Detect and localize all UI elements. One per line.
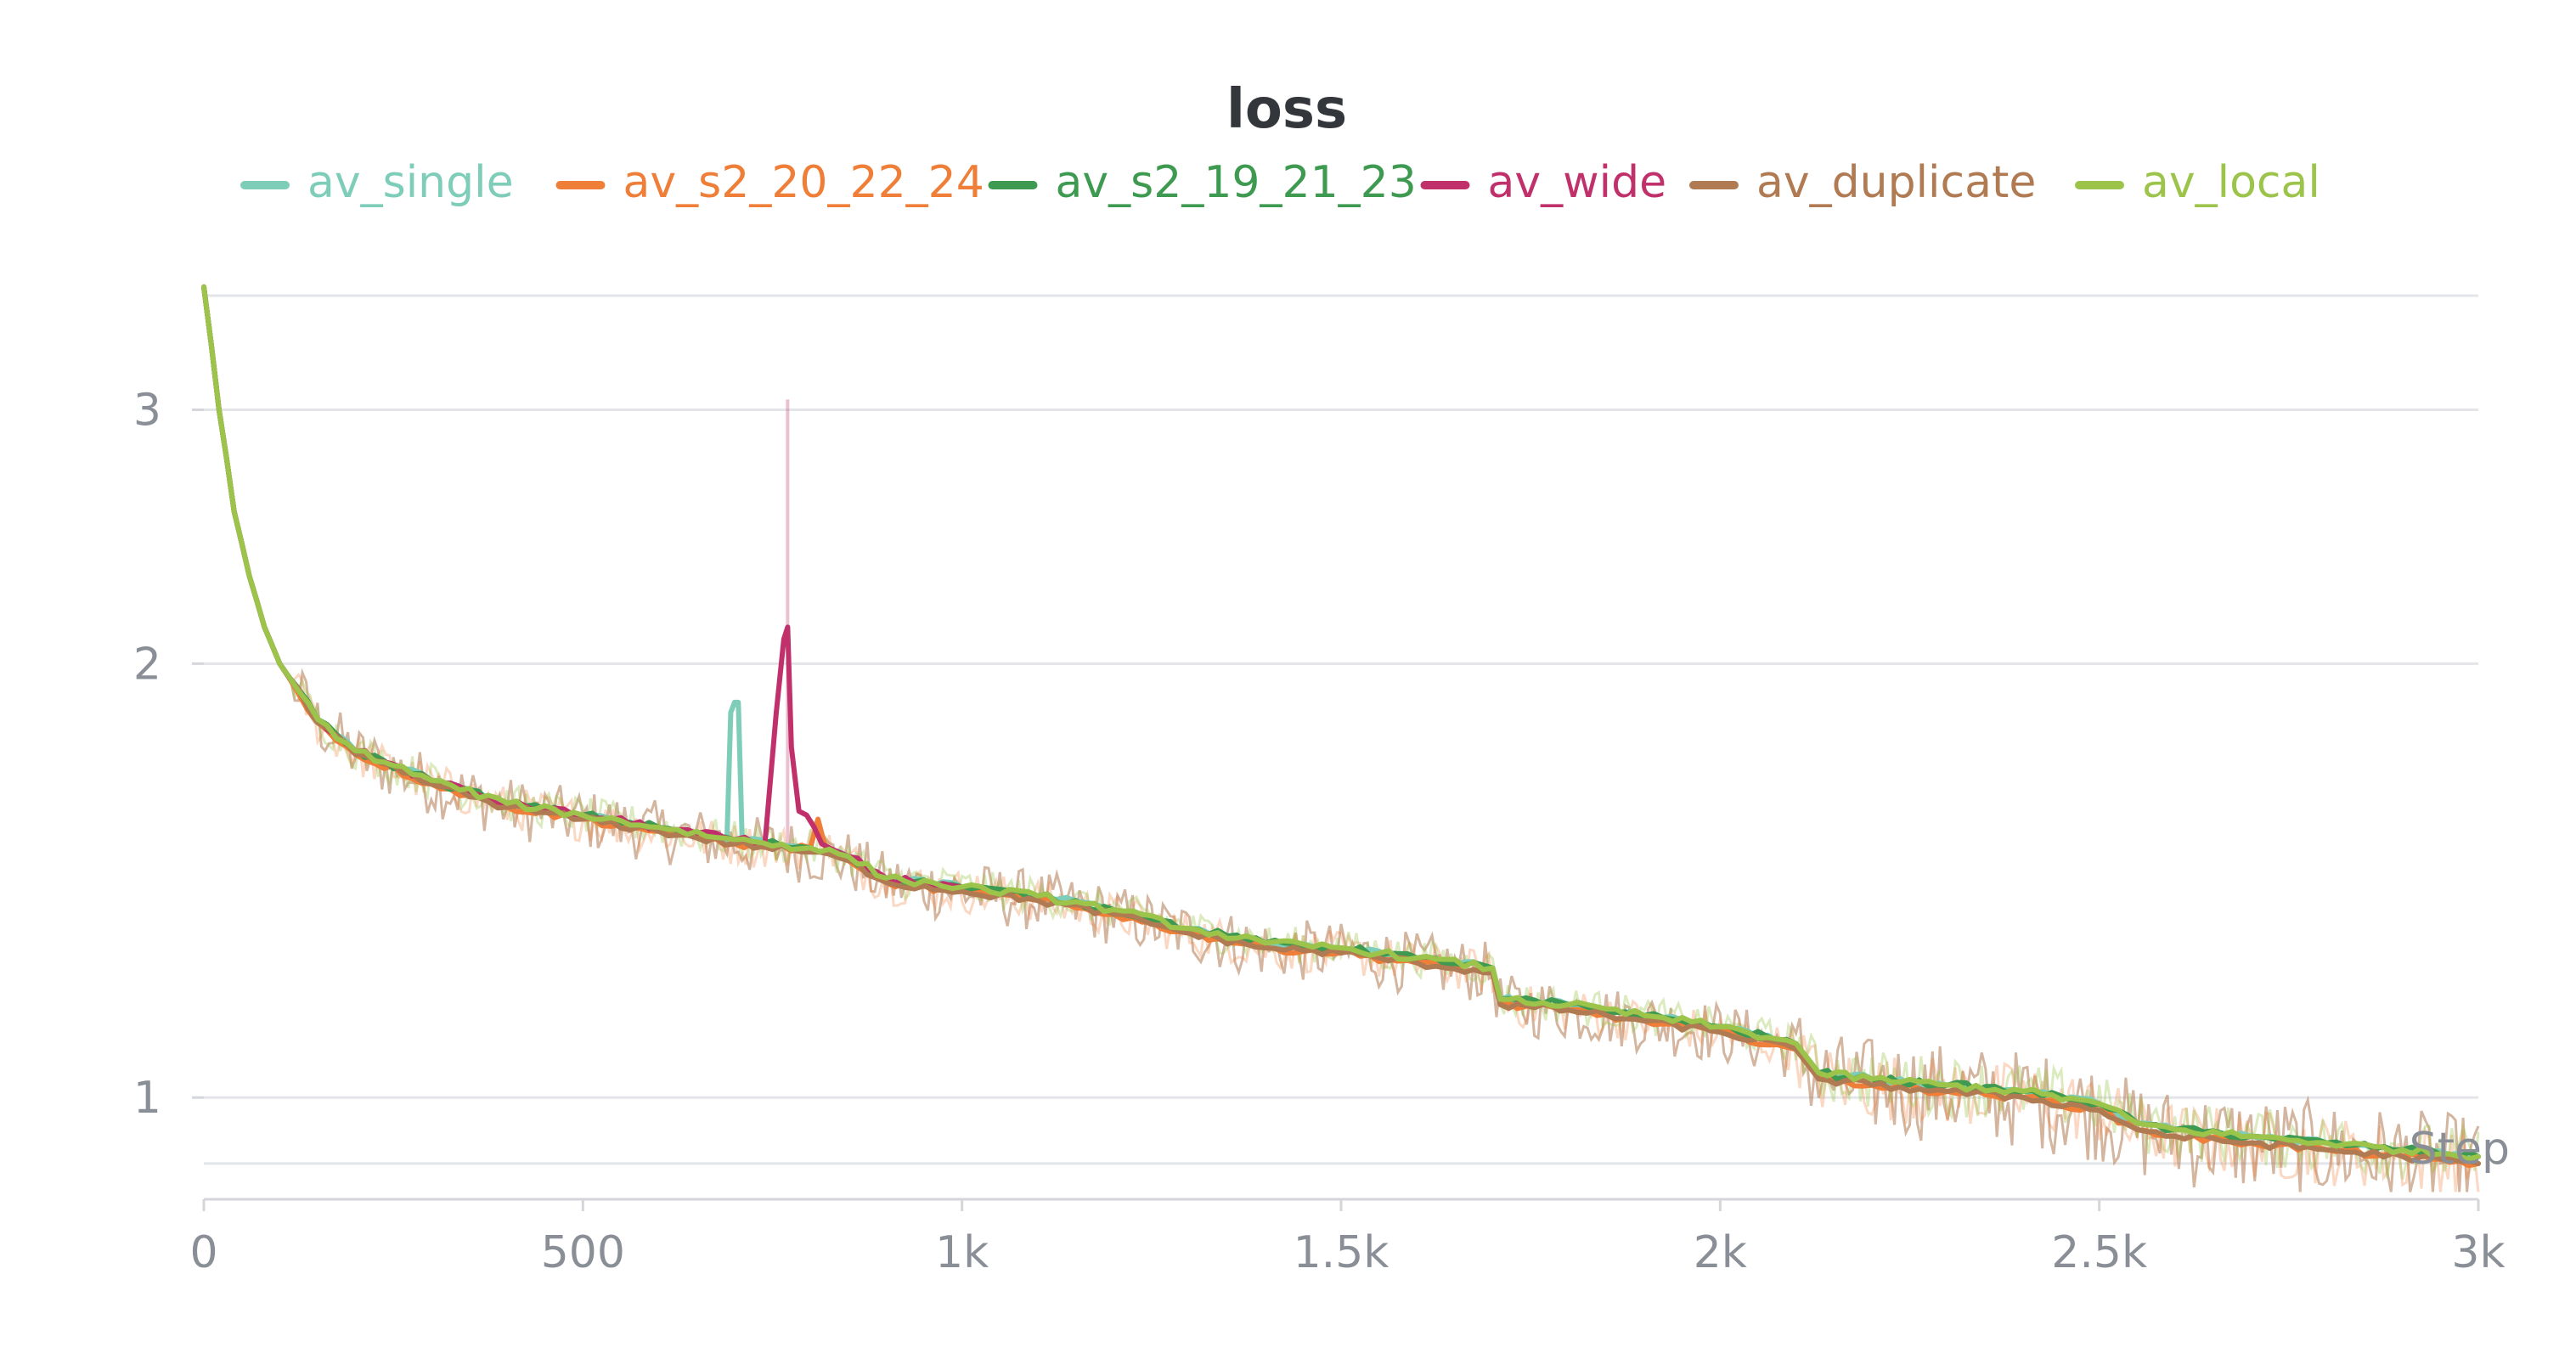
series-line-av_s2_19_21_23 [201,284,2481,1160]
raw-noise-layer [202,284,2480,1192]
x-tick-label: 0 [189,1227,217,1278]
grid [204,294,2478,1165]
legend-label: av_local [2142,157,2320,208]
legend-label: av_single [307,157,514,208]
legend-item: av_s2_20_22_24 [555,157,984,208]
y-tick-label: 2 [133,639,161,690]
legend-item: av_duplicate [1689,157,2036,208]
legend-item: av_s2_19_21_23 [988,157,1417,208]
x-tick-label: 500 [541,1227,625,1278]
x-tick-label: 1k [935,1227,989,1278]
legend: av_single av_s2_20_22_24 av_s2_19_21_23 av_… [240,157,2320,208]
chart-title: loss [1226,78,1347,141]
legend-label: av_wide [1488,157,1667,208]
series-line-av_duplicate [201,284,2481,1166]
x-tick-label: 1.5k [1294,1227,1389,1278]
x-tick-label: 2k [1694,1227,1747,1278]
series-line-av_wide [201,284,965,890]
y-tick-label: 1 [133,1073,161,1124]
legend-item: av_wide [1420,157,1667,208]
legend-label: av_duplicate [1756,157,2036,208]
x-tick-label: 3k [2451,1227,2505,1278]
x-axis-label: Step [2410,1124,2510,1175]
legend-item: av_local [2075,157,2320,208]
series-line-av_s2_20_22_24 [201,284,2481,1169]
raw-line-av_local [202,284,2480,1180]
legend-label: av_s2_20_22_24 [623,157,984,208]
x-tick-label: 2.5k [2051,1227,2147,1278]
y-tick-label: 3 [133,385,161,436]
legend-item: av_single [240,157,514,208]
raw-line-av_s2_20_22_24 [202,285,2480,1192]
x-axis: 0 500 1k 1.5k 2k 2.5k 3k [189,1198,2506,1278]
y-axis: 1 2 3 [133,385,204,1124]
series-layer [201,284,2481,1169]
raw-line-av_duplicate [202,285,2480,1192]
series-line-av_local [201,284,2481,1162]
legend-label: av_s2_19_21_23 [1056,157,1417,208]
series-line-av_single [201,284,2481,1160]
